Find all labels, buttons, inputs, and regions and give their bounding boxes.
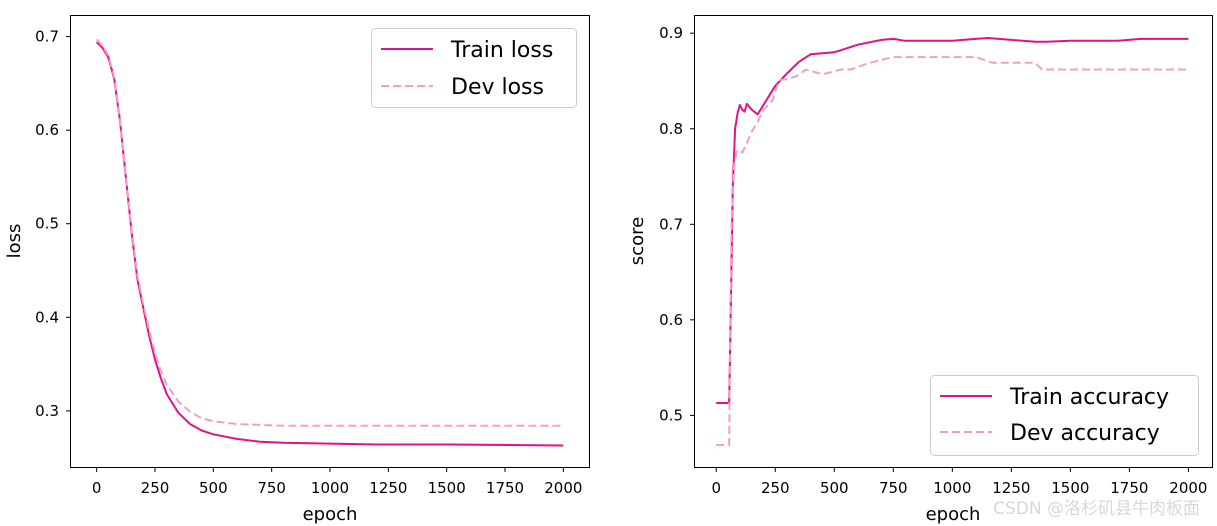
accuracy-chart-panel: 0 250 500 750 1000 1250 1500 1750 2000 0.5 0.6 0.7… [627,15,1213,525]
accuracy-y-ticks: 0.5 0.6 0.7 0.8 0.9 [659,24,695,424]
loss-x-ticks: 0 250 500 750 1000 1250 1500 1750 2000 [92,467,582,497]
loss-legend: Train loss Dev loss [371,28,577,108]
accuracy-series-group [716,37,1189,446]
accuracy-y-tick-label: 0.6 [659,311,683,329]
loss-y-ticks: 0.3 0.4 0.5 0.6 0.7 [35,28,71,420]
accuracy-x-tick-label: 1500 [1051,479,1089,497]
csdn-watermark: CSDN @洛杉矶县牛肉板面 [993,499,1200,519]
loss-x-tick-label: 1500 [428,479,466,497]
loss-y-axis-label: loss [4,224,25,259]
accuracy-x-tick-label: 250 [761,479,790,497]
accuracy-x-tick-label: 500 [820,479,849,497]
accuracy-y-axis-label: score [627,217,648,265]
accuracy-x-tick-label: 2000 [1169,479,1207,497]
accuracy-x-tick-label: 1750 [1110,479,1148,497]
accuracy-y-tick-label: 0.7 [659,215,683,233]
accuracy-x-ticks: 0 250 500 750 1000 1250 1500 1750 2000 [711,467,1207,497]
loss-y-tick-label: 0.4 [35,308,59,326]
accuracy-y-tick-label: 0.9 [659,24,683,42]
legend-label-train-accuracy: Train accuracy [1009,385,1169,410]
accuracy-x-tick-label: 750 [879,479,908,497]
accuracy-x-tick-label: 1250 [992,479,1030,497]
loss-x-tick-label: 1000 [311,479,349,497]
series-line-dev-loss [95,38,564,427]
accuracy-x-tick-label: 1000 [933,479,971,497]
series-line-train-accuracy [716,37,1189,404]
loss-x-tick-label: 500 [199,479,228,497]
accuracy-x-axis-label: epoch [926,504,981,525]
accuracy-plot-frame [694,15,1213,468]
accuracy-y-tick-label: 0.8 [659,120,683,138]
loss-x-axis-label: epoch [303,504,358,525]
loss-series-group [95,38,564,447]
loss-y-tick-label: 0.6 [35,121,59,139]
loss-x-tick-label: 2000 [544,479,582,497]
loss-x-tick-label: 1250 [369,479,407,497]
legend-label-dev-loss: Dev loss [451,75,544,100]
loss-x-tick-label: 1750 [486,479,524,497]
accuracy-x-tick-label: 0 [711,479,721,497]
accuracy-legend: Train accuracy Dev accuracy [930,375,1199,456]
loss-x-tick-label: 250 [141,479,170,497]
legend-label-dev-accuracy: Dev accuracy [1010,421,1160,446]
loss-x-tick-label: 0 [92,479,102,497]
loss-x-tick-label: 750 [257,479,286,497]
accuracy-y-tick-label: 0.5 [659,406,683,424]
loss-y-tick-label: 0.7 [35,28,59,46]
loss-chart-panel: 0 250 500 750 1000 1250 1500 1750 2000 0.3 0.4 0.5… [4,15,590,525]
series-line-dev-accuracy [716,56,1189,446]
loss-y-tick-label: 0.5 [35,215,59,233]
loss-y-tick-label: 0.3 [35,402,59,420]
accuracy-legend-box [930,375,1199,456]
legend-label-train-loss: Train loss [450,38,553,63]
